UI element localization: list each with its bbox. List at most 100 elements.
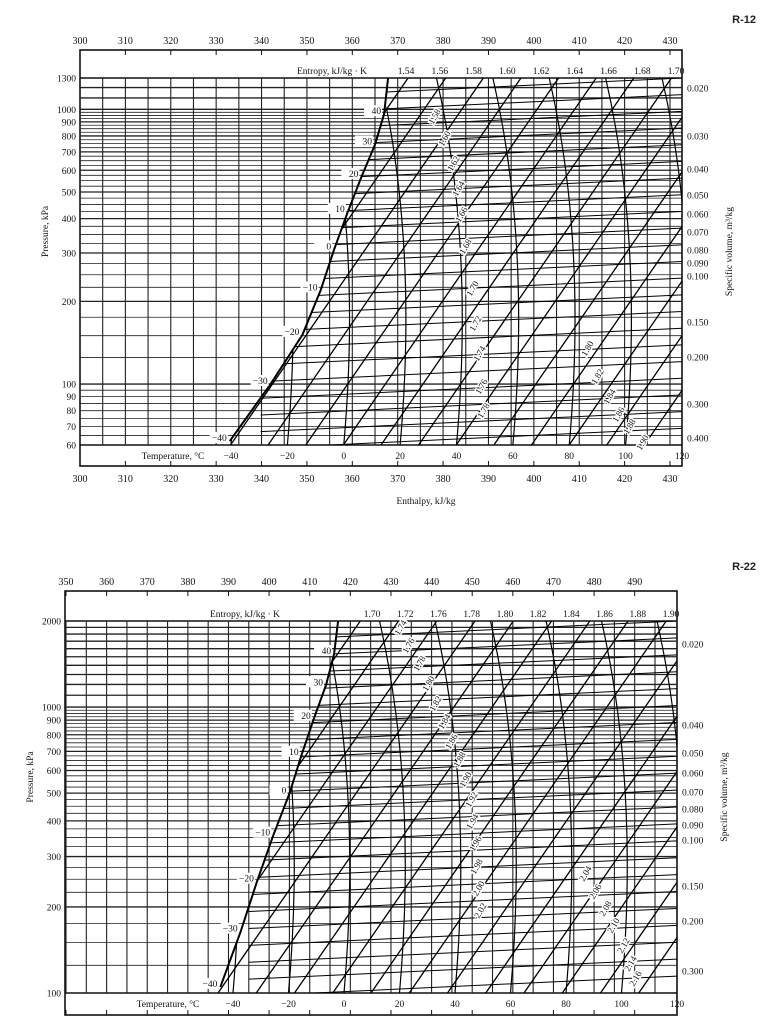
specific-volume-line (248, 874, 677, 896)
pressure-tick: 60 (67, 442, 77, 452)
chart-frame (64, 590, 678, 1016)
enthalpy-tick-top: 420 (343, 577, 358, 588)
temperature-axis-label: Temperature, °C (137, 999, 200, 1010)
enthalpy-tick-top: 430 (383, 577, 398, 588)
label-bg (314, 644, 333, 656)
isotherm-curve (548, 78, 576, 445)
specific-volume-line (248, 840, 677, 862)
constant-entropy-line (217, 621, 476, 993)
isotherm-curve (492, 78, 520, 445)
specific-volume-line (260, 344, 682, 366)
specific-volume-line (248, 721, 677, 743)
temperature-tick: 20 (395, 452, 405, 462)
pressure-tick: 800 (47, 731, 62, 741)
specific-volume-tick: 0.070 (687, 229, 709, 239)
specific-volume-tick: 0.070 (682, 789, 704, 799)
specific-volume-tick: 0.080 (682, 806, 704, 816)
specific-volume-tick: 0.080 (687, 247, 709, 257)
constant-entropy-line (0, 621, 169, 993)
pressure-tick: 2000 (42, 618, 61, 628)
entropy-curve-label: 2.06 (587, 882, 604, 901)
saturation-temperature-label: 10 (289, 748, 299, 758)
isotherm-curve (267, 621, 295, 993)
entropy-axis-label: Entropy, kJ/kg · K (210, 610, 280, 620)
saturation-temperature-label: −10 (303, 284, 318, 294)
specific-volume-tick: 0.020 (682, 641, 704, 651)
constant-entropy-line (408, 621, 667, 993)
entropy-axis-label: Entropy, kJ/kg · K (297, 67, 367, 77)
specific-volume-line (260, 427, 682, 445)
enthalpy-tick-bottom: 390 (481, 474, 496, 485)
temperature-tick: 120 (670, 1000, 685, 1010)
label-bg (341, 168, 360, 180)
saturated-vapor-line (219, 620, 340, 988)
isotherm-curve (489, 621, 517, 993)
enthalpy-tick-bottom: 380 (436, 474, 451, 485)
temperature-tick: −40 (226, 1000, 241, 1010)
pressure-tick: 600 (47, 767, 62, 777)
entropy-curve-label: 1.74 (471, 344, 488, 363)
label-bg (364, 105, 383, 117)
saturation-temperature-label: −30 (253, 377, 268, 387)
entropy-tick: 1.60 (499, 67, 516, 77)
specific-volume-line (261, 495, 682, 515)
superheat-lines (0, 621, 677, 993)
r22-ph-diagram: 3503503603603703703803803903904004004104… (0, 577, 730, 1024)
constant-entropy-line (606, 78, 682, 445)
specific-volume-line (260, 294, 682, 316)
constant-entropy-line (446, 621, 677, 993)
specific-volume-tick: 0.060 (687, 211, 709, 221)
specific-volume-line (260, 377, 682, 399)
entropy-curve-label: 1.90 (457, 770, 474, 789)
constant-entropy-line (0, 621, 207, 993)
temperature-tick: −20 (280, 452, 295, 462)
specific-volume-line (248, 789, 677, 811)
specific-volume-line (248, 958, 677, 980)
specific-volume-line (248, 772, 677, 794)
enthalpy-tick-top: 350 (299, 36, 314, 47)
entropy-tick: 1.70 (668, 67, 685, 77)
pressure-tick: 1000 (42, 704, 61, 714)
enthalpy-tick-top: 320 (163, 36, 178, 47)
r22-tag: R-22 (732, 561, 756, 573)
enthalpy-tick-top: 480 (587, 577, 602, 588)
enthalpy-tick-bottom: 350 (299, 474, 314, 485)
enthalpy-tick-top: 360 (99, 577, 114, 588)
isotherm-curve (323, 621, 351, 993)
constant-entropy-line (380, 78, 635, 445)
entropy-tick: 1.80 (497, 610, 514, 620)
constant-entropy-line (455, 78, 682, 445)
saturation-temperature-label: −30 (223, 925, 238, 935)
saturation-temperature-label: −20 (285, 328, 300, 338)
specific-volume-tick: 0.150 (682, 883, 704, 893)
enthalpy-tick-bottom: 340 (254, 474, 269, 485)
specific-volume-tick: 0.050 (687, 192, 709, 202)
pressure-tick: 900 (62, 118, 77, 128)
specific-volume-line (260, 244, 682, 266)
isotherm-curve (217, 621, 240, 993)
enthalpy-tick-top: 330 (209, 36, 224, 47)
saturation-temperature-label: −40 (212, 434, 227, 444)
specific-volume-line (260, 160, 682, 182)
specific-volume-line (248, 806, 677, 828)
specific-volume-line (260, 361, 682, 383)
pressure-tick: 700 (62, 148, 77, 158)
label-bg (236, 872, 255, 884)
enthalpy-tick-top: 360 (345, 36, 360, 47)
specific-volume-tick: 0.400 (687, 435, 709, 445)
pressure-tick: 90 (67, 393, 77, 403)
specific-volume-line (248, 738, 677, 760)
entropy-tick: 1.88 (629, 610, 646, 620)
pressure-tick: 100 (62, 381, 77, 391)
isotherm-curve (434, 621, 462, 993)
superheat-lines (226, 78, 682, 515)
specific-volume-tick: 0.090 (682, 822, 704, 832)
pressure-tick: 500 (47, 790, 62, 800)
pressure-tick: 500 (62, 189, 77, 199)
pressure-tick: 200 (62, 298, 77, 308)
saturation-temperature-label: −10 (255, 829, 270, 839)
label-bg (293, 709, 312, 721)
isotherm-curve (661, 78, 682, 445)
temperature-tick: 120 (675, 452, 690, 462)
enthalpy-tick-top: 430 (663, 36, 678, 47)
